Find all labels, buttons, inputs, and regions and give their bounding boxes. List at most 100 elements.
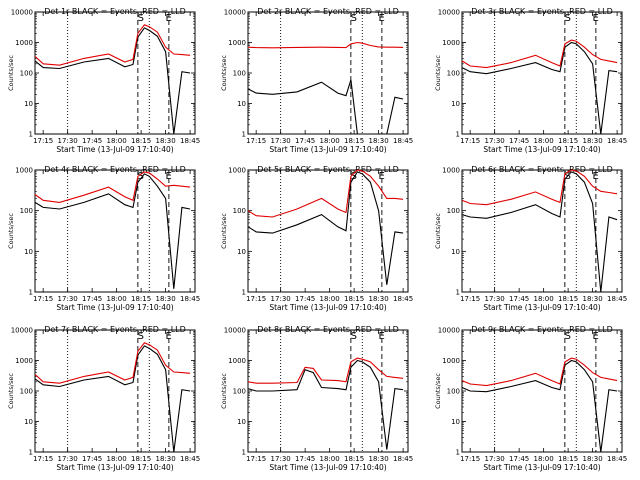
- end-marker-label: E: [378, 331, 384, 342]
- start-marker-label: S: [565, 331, 571, 342]
- series-line-black: [461, 171, 618, 293]
- x-tick-label: 17:45: [509, 137, 529, 145]
- y-tick-label: 1: [242, 289, 246, 297]
- axes-frame: [247, 11, 409, 135]
- y-tick-label: 100: [20, 388, 33, 396]
- start-marker-label: S: [565, 13, 571, 24]
- series-line-red: [247, 357, 404, 384]
- end-marker-label: E: [165, 171, 171, 182]
- y-tick-label: 10: [451, 248, 460, 256]
- x-tick-label: 17:15: [460, 137, 480, 145]
- y-tick-label: 1000: [228, 357, 246, 365]
- x-tick-label: 18:15: [344, 295, 364, 303]
- y-tick-label: 1000: [228, 167, 246, 175]
- x-tick-label: 17:45: [295, 137, 315, 145]
- x-tick-label: 18:15: [344, 137, 364, 145]
- x-tick-label: 17:45: [82, 295, 102, 303]
- x-tick-label: 17:30: [58, 295, 78, 303]
- x-tick-label: 18:30: [369, 137, 389, 145]
- y-tick-label: 1000: [15, 357, 33, 365]
- series-line-red: [461, 357, 618, 387]
- x-tick-label: 18:00: [320, 455, 340, 463]
- x-tick-label: 18:30: [369, 455, 389, 463]
- panel-5: Det 5r BLACK = Events, RED = LLD11010010…: [220, 165, 413, 312]
- x-tick-label: 18:00: [107, 137, 127, 145]
- x-tick-label: 17:45: [82, 137, 102, 145]
- series-line-black: [34, 173, 191, 289]
- y-tick-label: 100: [447, 207, 460, 215]
- y-tick-label: 10000: [224, 9, 246, 17]
- panel-8: Det 8r BLACK = Events, RED = LLD11010010…: [220, 325, 413, 472]
- y-axis-label: Counts/sec: [434, 213, 442, 249]
- x-tick-label: 18:00: [534, 137, 554, 145]
- end-marker-label: E: [592, 13, 598, 24]
- x-tick-label: 18:00: [107, 295, 127, 303]
- series-line-red: [247, 169, 404, 218]
- x-tick-label: 17:15: [33, 295, 53, 303]
- end-marker-label: E: [165, 13, 171, 24]
- y-tick-label: 1000: [442, 167, 460, 175]
- end-marker-label: E: [592, 331, 598, 342]
- x-tick-label: 17:45: [295, 455, 315, 463]
- series-line-red: [461, 39, 618, 69]
- y-tick-label: 1000: [442, 39, 460, 47]
- panel-7: Det 7r BLACK = Events, RED = LLD11010010…: [7, 325, 200, 472]
- y-tick-label: 1: [29, 289, 33, 297]
- y-tick-label: 1000: [15, 39, 33, 47]
- start-marker-label: S: [351, 331, 357, 342]
- y-tick-label: 1000: [15, 167, 33, 175]
- x-tick-label: 18:15: [131, 295, 151, 303]
- y-tick-label: 1: [456, 131, 460, 139]
- y-tick-label: 1000: [228, 39, 246, 47]
- y-tick-label: 100: [447, 70, 460, 78]
- axes-frame: [461, 329, 623, 453]
- x-tick-label: 17:30: [271, 137, 291, 145]
- x-axis-label: Start Time (13-Jul-09 17:10:40): [269, 145, 386, 154]
- start-marker-label: S: [138, 331, 144, 342]
- y-tick-label: 100: [233, 70, 246, 78]
- panel-2: Det 2r BLACK = Events, RED = LLD11010010…: [220, 7, 413, 154]
- y-tick-label: 10: [451, 100, 460, 108]
- x-tick-label: 17:30: [485, 295, 505, 303]
- x-tick-label: 18:15: [558, 455, 578, 463]
- end-marker-label: E: [378, 13, 384, 24]
- series-line-black: [247, 79, 404, 135]
- x-tick-label: 18:45: [607, 455, 627, 463]
- x-tick-label: 18:15: [558, 137, 578, 145]
- x-tick-label: 17:15: [460, 455, 480, 463]
- y-tick-label: 10: [24, 418, 33, 426]
- x-tick-label: 18:45: [607, 137, 627, 145]
- y-tick-label: 10000: [438, 327, 460, 335]
- y-axis-label: Counts/sec: [434, 55, 442, 91]
- panel-6: Det 6r BLACK = Events, RED = LLD11010010…: [434, 165, 627, 312]
- y-tick-label: 1: [456, 289, 460, 297]
- y-tick-label: 100: [233, 207, 246, 215]
- axes-frame: [461, 169, 623, 293]
- x-tick-label: 17:45: [509, 455, 529, 463]
- x-tick-label: 17:15: [246, 137, 266, 145]
- start-marker-label: S: [138, 171, 144, 182]
- y-tick-label: 10000: [438, 9, 460, 17]
- end-marker-label: E: [165, 331, 171, 342]
- end-marker-label: E: [592, 171, 598, 182]
- x-tick-label: 17:30: [58, 137, 78, 145]
- series-line-black: [461, 41, 618, 135]
- axes-frame: [34, 11, 196, 135]
- y-tick-label: 100: [20, 70, 33, 78]
- panel-4: Det 4r BLACK = Events, RED = LLD11010010…: [7, 165, 200, 312]
- x-axis-label: Start Time (13-Jul-09 17:10:40): [56, 303, 173, 312]
- axes-frame: [34, 169, 196, 293]
- x-tick-label: 17:30: [271, 295, 291, 303]
- y-tick-label: 100: [233, 388, 246, 396]
- panel-3: Det 3r BLACK = Events, RED = LLD11010010…: [434, 7, 627, 154]
- x-tick-label: 17:45: [82, 455, 102, 463]
- y-tick-label: 1000: [442, 357, 460, 365]
- x-axis-label: Start Time (13-Jul-09 17:10:40): [483, 463, 600, 472]
- x-tick-label: 18:15: [131, 137, 151, 145]
- x-tick-label: 18:00: [320, 295, 340, 303]
- x-tick-label: 17:15: [33, 455, 53, 463]
- x-tick-label: 17:15: [246, 295, 266, 303]
- x-tick-label: 18:00: [107, 455, 127, 463]
- x-axis-label: Start Time (13-Jul-09 17:10:40): [483, 145, 600, 154]
